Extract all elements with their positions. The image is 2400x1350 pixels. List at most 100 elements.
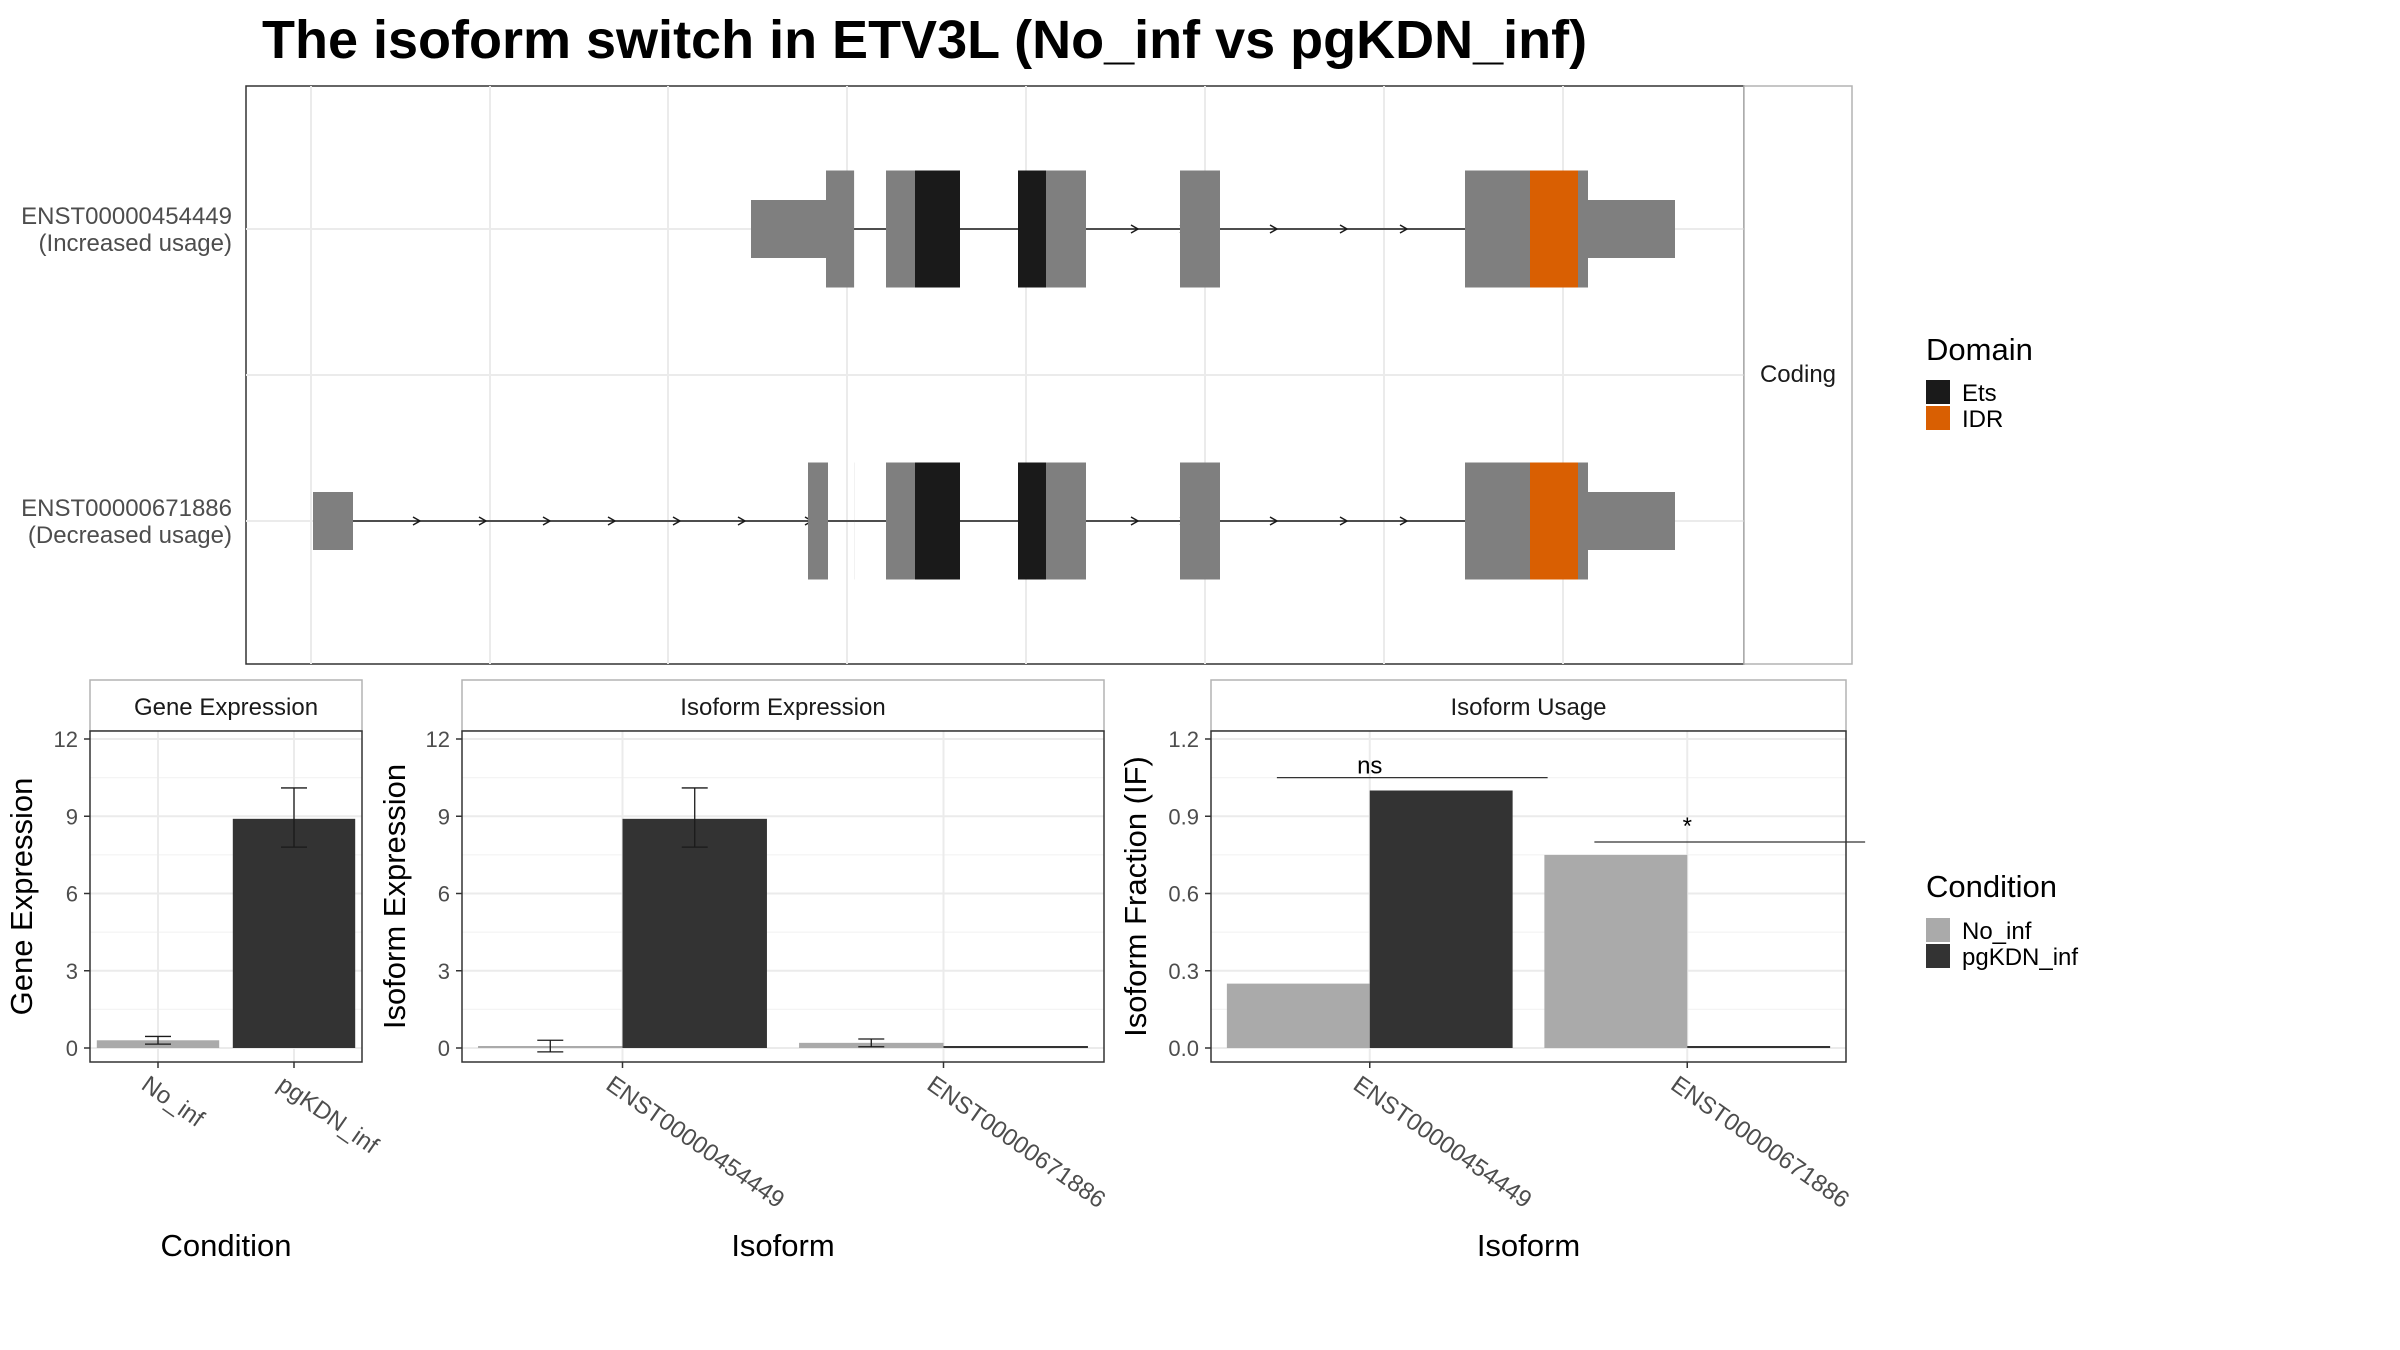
transcript-2-intron-arrow-3	[607, 516, 617, 526]
transcript-2-idr-domain	[1530, 462, 1578, 580]
legend-label-no-inf: No_inf	[1962, 918, 2032, 945]
figure-title: The isoform switch in ETV3L (No_inf vs p…	[262, 10, 1587, 70]
bar-ENST00000454449-pgKDN_inf	[622, 818, 767, 1048]
transcript-2-ets-domain-2	[1018, 462, 1046, 580]
y-tick-label-4: 12	[426, 727, 450, 752]
bar-ENST00000671886-pgKDN_inf	[943, 1046, 1088, 1048]
transcript-2-exon-1	[808, 462, 828, 580]
y-tick-label-0: 0	[438, 1036, 450, 1061]
x-tick-label-1: pgKDN_inf	[273, 1071, 384, 1160]
transcript-2-exon-0	[313, 492, 353, 550]
y-tick-label-1: 3	[438, 959, 450, 984]
legend-swatch-ets	[1926, 380, 1950, 404]
y-tick-label-2: 6	[66, 882, 78, 907]
transcript-1-intron-arrow-0	[1130, 224, 1140, 234]
isoform-expression-panel: Isoform Expression 0 3 6 9 12 ENST00000454449 E…	[377, 679, 1110, 1263]
transcript-2-intron-arrow-7	[1130, 516, 1140, 526]
bar-pgKDN_inf	[232, 818, 356, 1048]
transcript-2-exon-after-ets	[1046, 462, 1086, 580]
panel-background	[462, 731, 1104, 1062]
facet-strip	[89, 679, 363, 732]
transcript-1-sublabel: (Increased usage)	[39, 230, 232, 257]
condition-legend: Condition No_inf pgKDN_inf	[1926, 869, 2078, 971]
coding-facet-strip	[1743, 85, 1853, 665]
bar-ENST00000671886-No_inf	[1544, 854, 1688, 1048]
transcript-1-exon-7	[1586, 200, 1675, 258]
condition-legend-title: Condition	[1926, 869, 2057, 904]
y-tick-label-0: 0.0	[1168, 1036, 1199, 1061]
gene-structure-panel: Coding ENST00000454449 (Increased usage)…	[21, 85, 1853, 665]
transcript-2-intron-arrow-0	[412, 516, 422, 526]
legend-swatch-no-inf	[1926, 918, 1950, 942]
transcript-2-exon-7	[1578, 462, 1588, 580]
transcript-1-idr-domain	[1530, 170, 1578, 288]
x-tick-label-0: No_inf	[137, 1071, 210, 1133]
transcript-1-intron-arrow-4	[1399, 224, 1409, 234]
transcript-1-exon-1	[826, 170, 854, 288]
transcript-2-sublabel: (Decreased usage)	[28, 522, 232, 549]
bar-ENST00000671886-pgKDN_inf	[1687, 1046, 1831, 1048]
y-tick-label-3: 9	[438, 804, 450, 829]
transcript-2-intron-arrow-10	[1339, 516, 1349, 526]
y-tick-label-0: 0	[66, 1036, 78, 1061]
y-axis-title: Isoform Expression	[377, 764, 412, 1029]
gene-expression-panel: Gene Expression 0 3 6 9 12 No_inf pgKDN_inf Cond…	[4, 679, 384, 1263]
y-tick-label-1: 3	[66, 959, 78, 984]
y-tick-label-4: 12	[54, 727, 78, 752]
y-tick-label-3: 9	[66, 804, 78, 829]
y-tick-label-3: 0.9	[1168, 804, 1199, 829]
transcript-1-intron-arrow-3	[1339, 224, 1349, 234]
y-tick-label-4: 1.2	[1168, 727, 1199, 752]
facet-strip-label: Gene Expression	[134, 694, 318, 721]
facet-strip-label: Isoform Expression	[680, 694, 885, 721]
gene-structure-marks	[313, 170, 1675, 580]
transcript-1-ets-domain-1b	[915, 170, 960, 288]
x-axis-title: Isoform	[1477, 1228, 1580, 1263]
transcript-1-exon-4	[1180, 170, 1220, 288]
transcript-2-intron-arrow-9	[1269, 516, 1279, 526]
domain-legend-title: Domain	[1926, 332, 2033, 367]
panel-border	[461, 730, 1105, 1063]
transcript-2-intron-arrow-5	[737, 516, 747, 526]
transcript-2-intron-arrow-4	[672, 516, 682, 526]
panel-border	[89, 730, 363, 1063]
bar-ENST00000454449-pgKDN_inf	[1369, 790, 1513, 1048]
x-axis-title: Isoform	[731, 1228, 834, 1263]
y-tick-label-2: 6	[438, 882, 450, 907]
transcript-2-intron-arrow-2	[542, 516, 552, 526]
y-axis-title: Isoform Fraction (IF)	[1118, 756, 1153, 1037]
transcript-2-intron-arrow-1	[478, 516, 488, 526]
x-tick-label-0: ENST00000454449	[1348, 1071, 1536, 1214]
isoform-usage-panel: Isoform Usage 0.0 0.3 0.6 0.9 1.2 ns * ENST00000…	[1118, 679, 1866, 1263]
x-tick-label-1: ENST00000671886	[922, 1071, 1110, 1214]
transcript-1-label: ENST00000454449	[21, 203, 232, 230]
x-axis-title: Condition	[161, 1228, 292, 1263]
facet-strip-label: Isoform Usage	[1450, 694, 1606, 721]
domain-legend: Domain Ets IDR	[1926, 332, 2033, 433]
transcript-2-ets-domain-1b	[915, 462, 960, 580]
transcript-2-exon-6	[1465, 462, 1530, 580]
transcript-2-label: ENST00000671886	[21, 495, 232, 522]
legend-label-pgkdn-inf: pgKDN_inf	[1962, 944, 2078, 971]
y-axis-title: Gene Expression	[4, 778, 39, 1016]
legend-label-idr: IDR	[1962, 406, 2003, 433]
legend-swatch-idr	[1926, 406, 1950, 430]
significance-label-0: ns	[1357, 753, 1382, 780]
transcript-2-intron-arrow-11	[1399, 516, 1409, 526]
significance-label-1: *	[1683, 813, 1692, 840]
transcript-1-exon-6	[1578, 170, 1588, 288]
legend-swatch-pgkdn-inf	[1926, 944, 1950, 968]
transcript-2-exon-3	[886, 462, 915, 580]
y-tick-label-1: 0.3	[1168, 959, 1199, 984]
transcript-2-exon-5	[1180, 462, 1220, 580]
panel-border	[1210, 730, 1847, 1063]
transcript-1-exon-0	[751, 200, 828, 258]
y-tick-label-2: 0.6	[1168, 882, 1199, 907]
transcript-1-exon-2	[886, 170, 915, 288]
transcript-1-exon-5	[1465, 170, 1530, 288]
transcript-1-ets-domain-2	[1018, 170, 1046, 288]
transcript-2-exon-8	[1586, 492, 1675, 550]
x-tick-label-1: ENST00000671886	[1666, 1071, 1854, 1214]
